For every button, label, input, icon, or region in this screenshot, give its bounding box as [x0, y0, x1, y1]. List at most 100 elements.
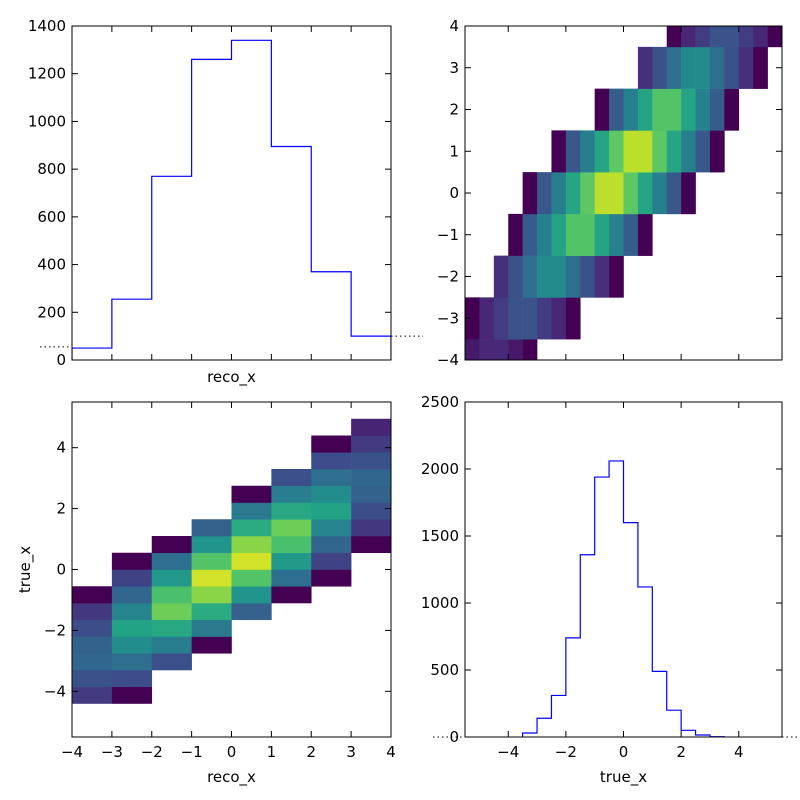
- heatmap-cell: [695, 130, 711, 173]
- heatmap-cell: [72, 653, 113, 671]
- y-tick-label: −2: [44, 621, 66, 639]
- heatmap-cell: [580, 255, 595, 298]
- y-tick-label: 3: [449, 59, 459, 77]
- heatmap-cell: [311, 519, 352, 537]
- heatmap-cell: [493, 255, 509, 298]
- heatmap-cell: [522, 172, 538, 215]
- heatmap-cell: [271, 485, 312, 503]
- heatmap-cell: [623, 213, 639, 256]
- heatmap-cell: [231, 485, 272, 503]
- heatmap-cell: [681, 130, 696, 173]
- heatmap-cell: [72, 603, 113, 621]
- heatmap-cell: [311, 485, 352, 503]
- heatmap-cell: [637, 213, 653, 256]
- heatmap-cell: [738, 46, 754, 89]
- heatmap-cell: [551, 297, 567, 340]
- heatmap-cell: [551, 255, 567, 298]
- histogram-line: [72, 39, 391, 360]
- heatmap-cell: [191, 636, 232, 654]
- y-tick-label: −1: [437, 226, 459, 244]
- heatmap-cell: [191, 603, 232, 621]
- x-tick-label: −2: [141, 743, 163, 761]
- heatmap-cell: [111, 603, 153, 621]
- y-tick-label: 2: [56, 500, 66, 518]
- panel-true-vs-reco-heatmap-top: −4 −3 −2 −1 0 1 2 3 4: [437, 17, 783, 369]
- heatmap-cell: [637, 172, 653, 215]
- x-axis-label: true_x: [600, 768, 647, 787]
- y-tick-label: −4: [44, 682, 66, 700]
- heatmap-cell: [111, 586, 153, 604]
- x-tick-label: −2: [555, 743, 577, 761]
- heatmap-cell: [681, 172, 696, 215]
- y-tick-label: 1: [449, 142, 459, 160]
- heatmap-cell: [695, 46, 711, 89]
- heatmap-cell: [351, 452, 391, 470]
- heatmap-cell: [311, 469, 352, 487]
- heatmap-cell: [551, 172, 567, 215]
- heatmap-cell: [465, 339, 480, 360]
- heatmap-cell: [681, 26, 696, 48]
- heatmap-cell: [623, 172, 639, 215]
- heatmap-cell: [151, 552, 192, 570]
- heatmap-cell: [738, 26, 754, 48]
- heatmap-cell: [351, 435, 391, 453]
- heatmap-cell: [271, 502, 312, 520]
- heatmap-cell: [623, 130, 639, 173]
- heatmap-cell: [609, 172, 624, 215]
- heatmap-cell: [151, 536, 192, 554]
- heatmap-cell: [594, 255, 610, 298]
- heatmap-cell: [111, 636, 153, 654]
- y-tick-label: −2: [437, 268, 459, 286]
- heatmap-cell: [609, 213, 624, 256]
- x-tick-label: 3: [346, 743, 356, 761]
- x-tick-label: 0: [227, 743, 237, 761]
- heatmap-cell: [311, 502, 352, 520]
- heatmap-cell: [351, 536, 391, 554]
- y-tick-label: 1000: [421, 594, 459, 612]
- heatmap-cell: [151, 619, 192, 637]
- heatmap-cell: [637, 88, 653, 131]
- heatmap-cell: [311, 536, 352, 554]
- heatmap-cell: [623, 88, 639, 131]
- heatmap-cell: [537, 213, 552, 256]
- heatmap-cell: [351, 502, 391, 520]
- heatmap-cell: [191, 536, 232, 554]
- x-tick-label: 2: [676, 743, 686, 761]
- heatmap-cell: [72, 686, 113, 704]
- heatmap-cell: [652, 130, 668, 173]
- x-tick-label: 1: [267, 743, 277, 761]
- x-tick-label: −4: [497, 743, 519, 761]
- x-axis-label: reco_x: [207, 368, 256, 387]
- heatmap-cell: [311, 435, 352, 453]
- heatmap-cell: [72, 636, 113, 654]
- heatmap-cell: [709, 46, 725, 89]
- y-tick-label: 4: [449, 17, 459, 35]
- heatmap-cell: [191, 519, 232, 537]
- heatmap-cell: [580, 130, 595, 173]
- heatmap-cell: [311, 452, 352, 470]
- heatmap-cell: [666, 172, 682, 215]
- heatmap-cell: [652, 46, 668, 89]
- heatmap-cell: [231, 502, 272, 520]
- panel-reco-x-histogram: 0 200 400 600 800 1000 1200 1400 reco_x: [28, 17, 423, 387]
- heatmap-cells: [465, 26, 782, 360]
- heatmap-cell: [508, 255, 523, 298]
- axes-frame: [464, 401, 783, 738]
- heatmap-cell: [311, 569, 352, 587]
- heatmap-cell: [724, 88, 740, 131]
- y-tick-label: 500: [430, 661, 459, 679]
- heatmap-cell: [271, 519, 312, 537]
- heatmap-cell: [522, 339, 538, 360]
- heatmap-cell: [151, 636, 192, 654]
- heatmap-cell: [594, 172, 610, 215]
- heatmap-cell: [479, 297, 495, 340]
- heatmap-cell: [551, 130, 567, 173]
- heatmap-cell: [565, 213, 581, 256]
- heatmap-cell: [231, 586, 272, 604]
- y-tick-label: 2500: [421, 393, 459, 411]
- heatmap-cell: [271, 536, 312, 554]
- heatmap-cell: [111, 619, 153, 637]
- x-tick-label: 2: [306, 743, 316, 761]
- heatmap-cell: [666, 88, 682, 131]
- y-tick-label: 0: [56, 351, 66, 369]
